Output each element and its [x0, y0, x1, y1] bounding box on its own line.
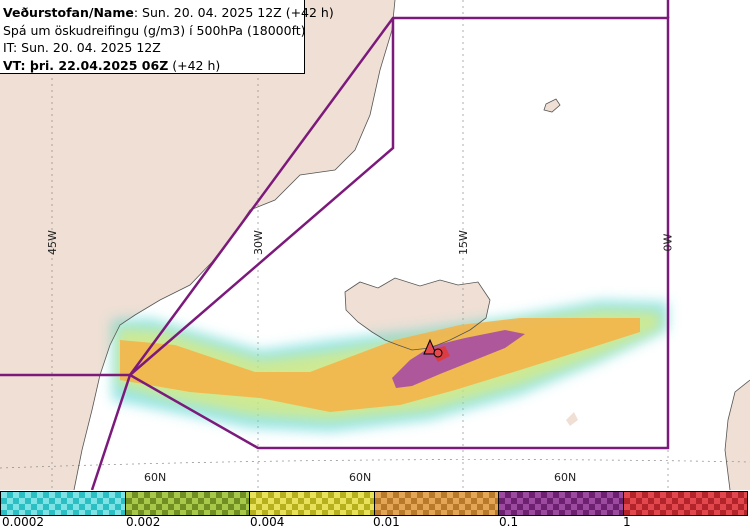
run-info: : Sun. 20. 04. 2025 12Z (+42 h)	[133, 5, 334, 20]
plume-band-purple	[392, 330, 525, 388]
initial-time-line: IT: Sun. 20. 04. 2025 12Z	[3, 40, 161, 55]
legend-tick-1: 0.002	[126, 515, 161, 529]
title-line: Veðurstofan/Name: Sun. 20. 04. 2025 12Z …	[3, 4, 334, 22]
parallel-label-60n-c: 60N	[554, 471, 577, 484]
boundary-north	[129, 18, 395, 376]
agency-name: Veðurstofan/Name	[3, 5, 134, 20]
legend-tick-4: 0.1	[499, 515, 519, 529]
product-line: Spá um öskudreifingu (g/m3) í 500hPa (18…	[3, 22, 306, 38]
parallel-label-60n-a: 60N	[144, 471, 167, 484]
greenland-landmass	[0, 0, 395, 490]
boundary-icelandic-fir	[128, 16, 670, 450]
fir-boundaries	[0, 0, 670, 491]
valid-time-offset: (+42 h)	[168, 57, 221, 73]
island-northeast	[544, 99, 560, 112]
legend-segment-1	[124, 491, 250, 516]
info-panel: Veðurstofan/Name: Sun. 20. 04. 2025 12Z …	[0, 0, 334, 75]
valid-time-label: VT: þri. 22.04.2025 06Z	[3, 57, 169, 73]
concentration-legend: 0.0002 0.002 0.004 0.01 0.1 1	[0, 490, 750, 532]
legend-tick-0: 0.0002	[2, 515, 44, 529]
volcano-marker	[423, 338, 443, 358]
norway-coast	[725, 380, 750, 490]
meridian-label-30w: 30W	[251, 230, 265, 255]
valid-time-line: VT: þri. 22.04.2025 06Z (+42 h)	[3, 57, 304, 75]
legend-segment-5	[622, 491, 748, 516]
legend-tick-5: 1	[623, 515, 631, 529]
boundary-south	[90, 374, 132, 491]
meridian-label-0w: 0W	[661, 233, 675, 252]
island-small	[566, 412, 578, 426]
meridian-label-45w: 45W	[45, 230, 59, 255]
legend-segment-4	[498, 491, 624, 516]
legend-segment-0	[0, 491, 126, 516]
legend-segment-2	[249, 491, 375, 516]
parallel-label-60n-b: 60N	[349, 471, 372, 484]
ash-plume	[112, 300, 668, 432]
legend-segment-3	[373, 491, 499, 516]
legend-tick-3: 0.01	[373, 515, 400, 529]
meridian-label-15w: 15W	[456, 230, 470, 255]
legend-tick-2: 0.004	[250, 515, 285, 529]
